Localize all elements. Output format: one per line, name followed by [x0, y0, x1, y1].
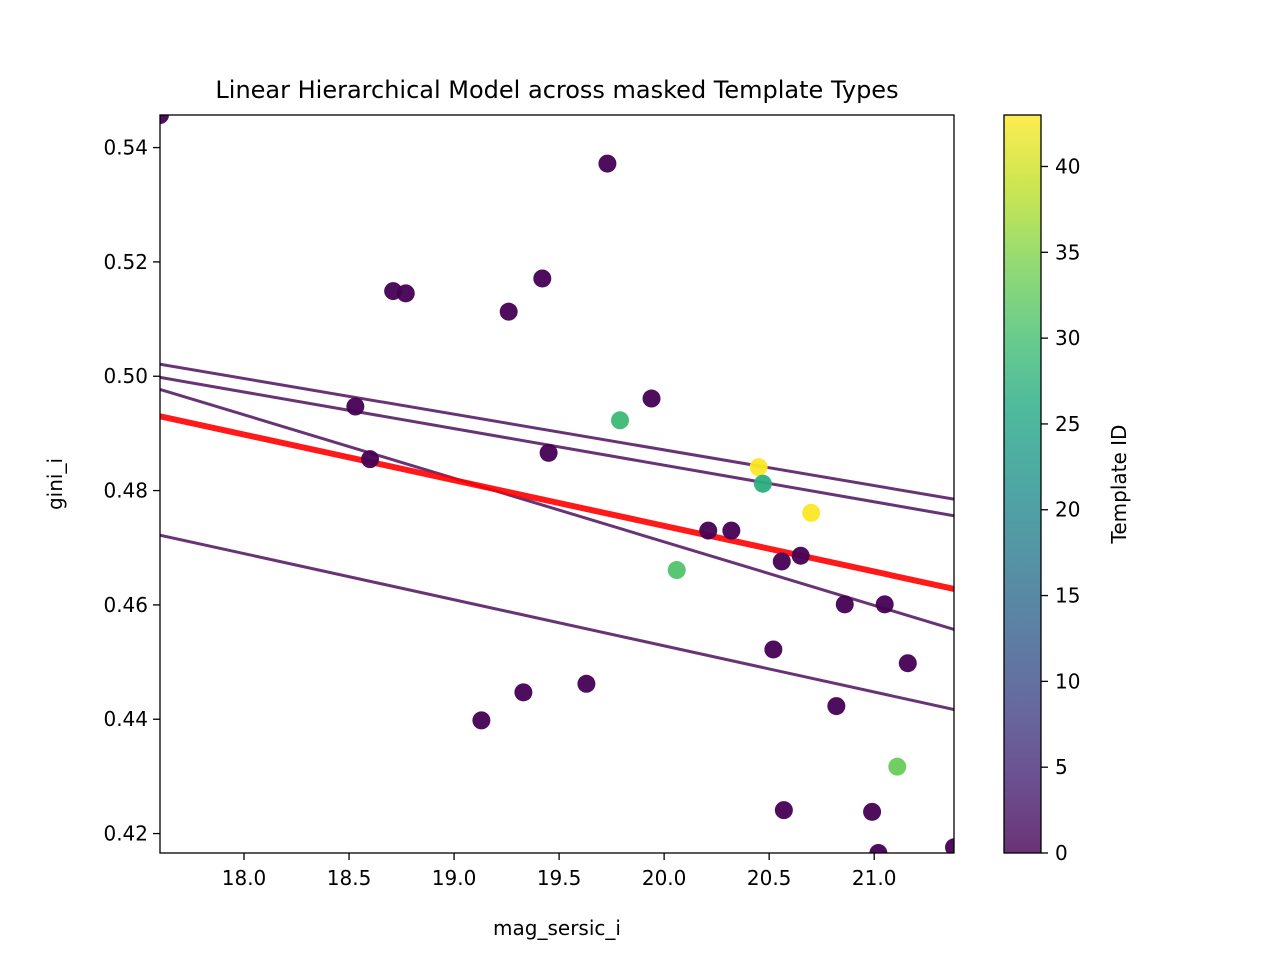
- scatter-point: [361, 450, 380, 469]
- scatter-point: [772, 552, 791, 571]
- template-line: [160, 533, 954, 711]
- colorbar-tick-label: 35: [1055, 240, 1080, 264]
- scatter-point: [863, 802, 882, 821]
- colorbar-gradient: [1004, 115, 1041, 853]
- colorbar-frame: [1003, 114, 1042, 854]
- scatter-point: [514, 683, 533, 702]
- y-tick-label: 0.48: [103, 479, 148, 503]
- colorbar-tick-label: 5: [1055, 755, 1068, 779]
- template-line: [160, 375, 954, 518]
- x-tick-label: 20.5: [747, 866, 792, 890]
- x-axis-ticks: 18.0 18.5 19.0 19.5 20.0 20.5 21.0: [222, 853, 897, 890]
- scatter-point: [611, 411, 630, 430]
- scatter-point: [774, 801, 793, 820]
- scatter-point: [791, 546, 810, 565]
- y-axis-label: gini_i: [43, 458, 67, 510]
- y-tick-label: 0.46: [103, 593, 148, 617]
- scatter-point: [346, 397, 365, 416]
- x-tick-label: 21.0: [852, 866, 897, 890]
- scatter-point: [499, 302, 518, 321]
- scatter-point: [533, 269, 552, 288]
- scatter-point: [539, 443, 558, 462]
- scatter-point: [753, 474, 772, 493]
- colorbar-label: Template ID: [1107, 425, 1131, 545]
- template-lines: [160, 362, 954, 711]
- colorbar-tick-label: 40: [1055, 154, 1080, 178]
- scatter-point: [598, 154, 617, 173]
- scatter-point: [722, 521, 741, 540]
- colorbar-tick-label: 30: [1055, 326, 1080, 350]
- colorbar-tick-label: 0: [1055, 841, 1068, 865]
- chart-title: Linear Hierarchical Model across masked …: [215, 76, 898, 104]
- scatter-point: [835, 595, 854, 614]
- y-tick-label: 0.42: [103, 822, 148, 846]
- x-tick-label: 19.0: [432, 866, 477, 890]
- scatter-point: [472, 711, 491, 730]
- scatter-point: [699, 521, 718, 540]
- scatter-points: [160, 115, 954, 853]
- colorbar-tick-label: 25: [1055, 412, 1080, 436]
- y-tick-label: 0.54: [103, 136, 148, 160]
- scatter-point: [749, 458, 768, 477]
- scatter-point: [869, 844, 888, 853]
- fit-line: [160, 413, 954, 592]
- scatter-point: [802, 503, 821, 522]
- x-tick-label: 18.0: [222, 866, 267, 890]
- y-tick-label: 0.44: [103, 707, 148, 731]
- scatter-point: [764, 640, 783, 659]
- scatter-point: [898, 654, 917, 673]
- scatter-point: [396, 284, 415, 303]
- y-tick-label: 0.50: [103, 364, 148, 388]
- x-tick-label: 18.5: [327, 866, 372, 890]
- fit-line-layer: [160, 413, 954, 592]
- colorbar-ticks: 0 5 10 15 20 25 30 35 40: [1041, 154, 1080, 865]
- x-tick-label: 20.0: [642, 866, 687, 890]
- scatter-point: [827, 697, 846, 716]
- x-tick-label: 19.5: [537, 866, 582, 890]
- scatter-point: [642, 389, 661, 408]
- scatter-point: [160, 115, 169, 124]
- template-line: [160, 387, 954, 631]
- colorbar-tick-label: 15: [1055, 584, 1080, 608]
- scatter-point: [577, 674, 596, 693]
- plot-frame: [159, 114, 955, 854]
- scatter-point: [667, 561, 686, 580]
- colorbar-tick-label: 10: [1055, 669, 1080, 693]
- x-axis-label: mag_sersic_i: [493, 916, 621, 940]
- y-tick-label: 0.52: [103, 250, 148, 274]
- colorbar-tick-label: 20: [1055, 498, 1080, 522]
- scatter-point: [945, 838, 954, 853]
- plot-area: [160, 115, 954, 853]
- scatter-point: [888, 757, 907, 776]
- colorbar: 0 5 10 15 20 25 30 35 40 Template ID: [1003, 114, 1131, 865]
- scatter-point: [875, 595, 894, 614]
- template-line: [160, 362, 954, 501]
- y-axis-ticks: 0.42 0.44 0.46 0.48 0.50 0.52 0.54: [103, 136, 160, 846]
